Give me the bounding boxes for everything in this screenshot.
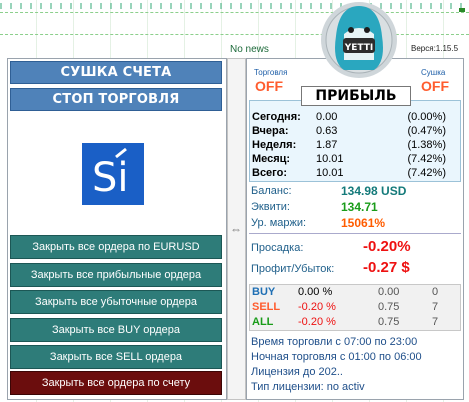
trade-kind: ALL xyxy=(252,316,274,328)
night-time-info: Ночная торговля с 01:00 по 06:00 xyxy=(251,351,422,363)
news-label: No news xyxy=(230,44,269,55)
trade-count: 7 xyxy=(432,301,439,313)
license-type-info: Тип лицензии: no activ xyxy=(251,381,365,393)
balance-label: Баланс: xyxy=(251,185,292,197)
profit-percent: (0.00%) xyxy=(407,111,446,123)
balance-value: 134.98 USD xyxy=(341,184,407,198)
profit-value: 0.00 xyxy=(316,111,338,123)
yeti-mascot: YETTI xyxy=(316,0,406,80)
profit-value: 10.01 xyxy=(316,153,344,165)
yeti-label: YETTI xyxy=(344,43,374,53)
profit-percent: (1.38%) xyxy=(407,139,446,151)
profit-value: 0.63 xyxy=(316,125,338,137)
trade-count: 7 xyxy=(432,316,439,328)
trade-percent: -0.20 % xyxy=(298,301,336,313)
si-logo-icon: Si xyxy=(82,143,144,205)
collapse-arrows-icon[interactable]: ⇔ xyxy=(230,222,242,236)
trade-percent: -0.20 % xyxy=(298,316,336,328)
trade-count: 0 xyxy=(432,286,439,298)
si-logo: Si xyxy=(82,143,144,205)
drawdown-label: Просадка: xyxy=(251,242,304,254)
license-info: Лицензия до 202.. xyxy=(251,366,343,378)
close-losing-button[interactable]: Закрыть все убыточные ордера xyxy=(10,290,222,314)
profit-label: Неделя: xyxy=(252,139,297,151)
trade-time-info: Время торговли с 07:00 по 23:00 xyxy=(251,336,418,348)
chart-gridline xyxy=(0,12,469,13)
equity-label: Эквити: xyxy=(251,201,290,213)
margin-label: Ур. маржи: xyxy=(251,217,307,229)
trade-lots: 0.75 xyxy=(378,316,400,328)
close-sell-button[interactable]: Закрыть все SELL ордера xyxy=(10,345,222,369)
profit-row-week: Неделя: 1.87 (1.38%) xyxy=(250,139,462,153)
chart-top-markers xyxy=(0,3,469,9)
trades-summary: BUY 0.00 % 0.00 0 SELL -0.20 % 0.75 7 AL… xyxy=(249,284,461,331)
close-buy-button[interactable]: Закрыть все BUY ордера xyxy=(10,318,222,342)
trades-row-buy: BUY 0.00 % 0.00 0 xyxy=(250,286,462,301)
price-marker xyxy=(459,8,465,12)
logo-letters: Si xyxy=(92,155,129,201)
close-profitable-button[interactable]: Закрыть все прибыльные ордера xyxy=(10,263,222,287)
trading-toggle-label: Торговля xyxy=(254,68,288,77)
trade-kind: BUY xyxy=(252,286,276,298)
pnl-value: -0.27 $ xyxy=(363,259,410,276)
profit-label: Всего: xyxy=(252,167,287,179)
yeti-icon: YETTI xyxy=(321,2,397,78)
profit-row-month: Месяц: 10.01 (7.42%) xyxy=(250,153,462,167)
profit-percent: (0.47%) xyxy=(407,125,446,137)
left-control-panel: СУШКА СЧЕТА СТОП ТОРГОВЛЯ Si Закрыть все… xyxy=(7,58,227,400)
drying-toggle-label: Сушка xyxy=(421,68,446,77)
trading-toggle[interactable]: OFF xyxy=(255,78,283,94)
trade-lots: 0.00 xyxy=(378,286,400,298)
drying-toggle[interactable]: OFF xyxy=(421,78,449,94)
dry-account-button[interactable]: СУШКА СЧЕТА xyxy=(10,61,222,84)
trades-row-sell: SELL -0.20 % 0.75 7 xyxy=(250,301,462,316)
profit-summary: Сегодня: 0.00 (0.00%) Вчера: 0.63 (0.47%… xyxy=(249,100,461,182)
profit-label: Сегодня: xyxy=(252,111,301,123)
profit-percent: (7.42%) xyxy=(407,153,446,165)
profit-value: 10.01 xyxy=(316,167,344,179)
panel-splitter[interactable]: ⇔ xyxy=(227,58,246,400)
profit-row-total: Всего: 10.01 (7.42%) xyxy=(250,167,462,181)
trade-kind: SELL xyxy=(252,301,281,313)
stop-trading-button[interactable]: СТОП ТОРГОВЛЯ xyxy=(10,88,222,111)
version-label: Верся:1.15.5 xyxy=(411,44,459,53)
divider xyxy=(249,233,461,234)
profit-row-yesterday: Вчера: 0.63 (0.47%) xyxy=(250,125,462,139)
pnl-label: Профит/Убыток: xyxy=(251,263,335,275)
profit-label: Вчера: xyxy=(252,125,289,137)
equity-value: 134.71 xyxy=(341,200,378,214)
trade-percent: 0.00 % xyxy=(298,286,333,298)
profit-value: 1.87 xyxy=(316,139,338,151)
close-eurusd-button[interactable]: Закрыть все ордера по EURUSD xyxy=(10,235,222,259)
margin-value: 15061% xyxy=(341,216,386,230)
trade-lots: 0.75 xyxy=(378,301,400,313)
drawdown-value: -0.20% xyxy=(363,238,411,255)
chart-gridline xyxy=(0,34,469,35)
close-all-account-button[interactable]: Закрыть все ордера по счету xyxy=(10,371,222,395)
trades-row-all: ALL -0.20 % 0.75 7 xyxy=(250,316,462,331)
profit-percent: (7.42%) xyxy=(407,167,446,179)
profit-title: ПРИБЫЛЬ xyxy=(301,86,411,106)
profit-label: Месяц: xyxy=(252,153,291,165)
profit-row-today: Сегодня: 0.00 (0.00%) xyxy=(250,111,462,125)
